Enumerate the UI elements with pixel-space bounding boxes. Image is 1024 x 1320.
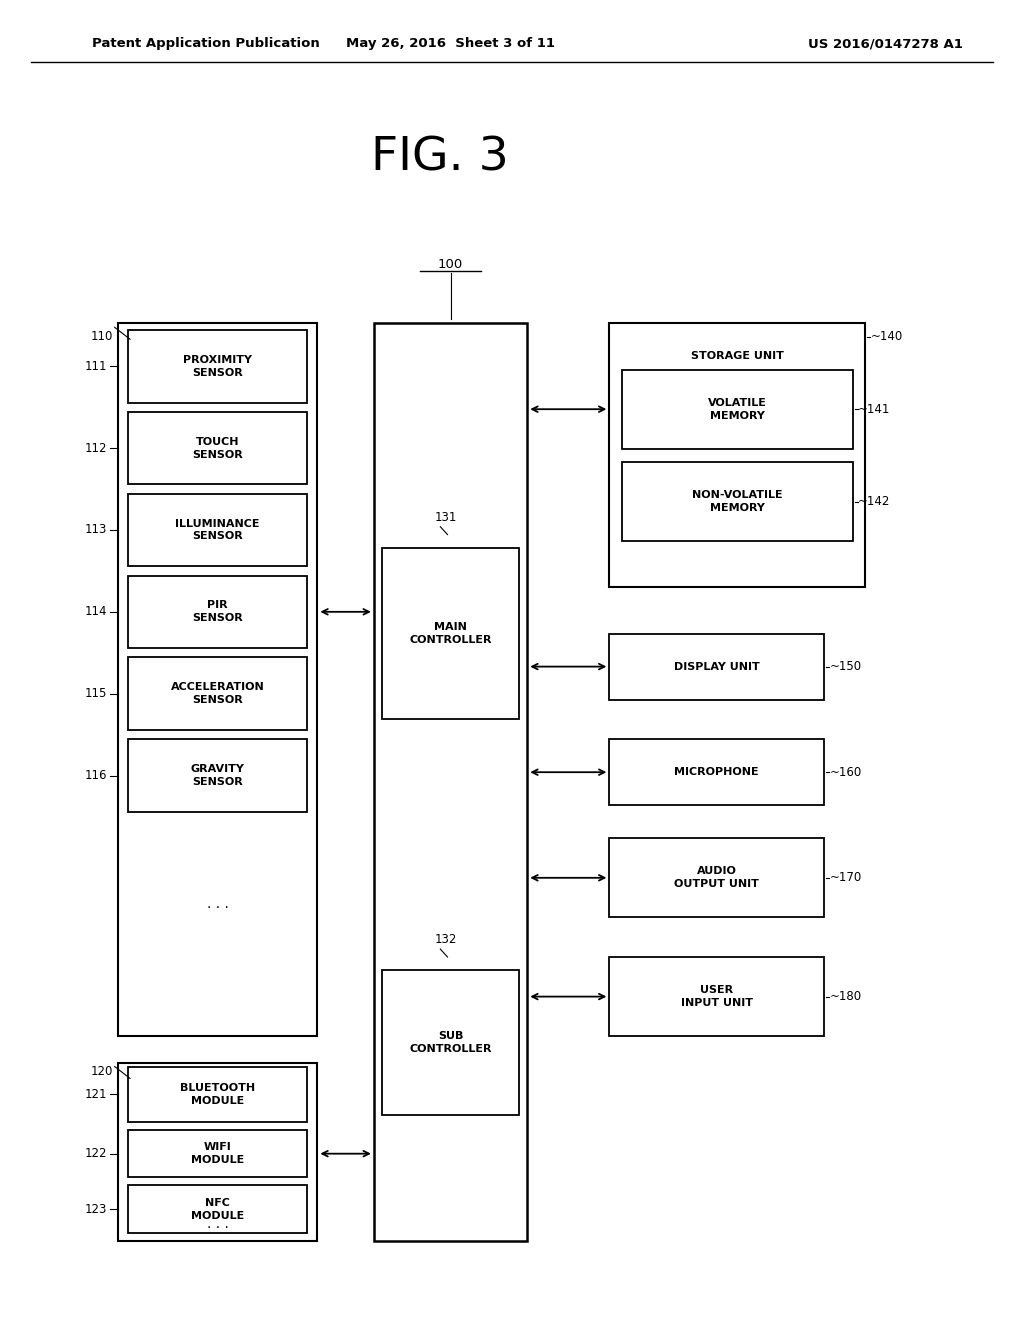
Text: NFC
MODULE: NFC MODULE (190, 1197, 245, 1221)
Bar (128, 1185, 307, 1233)
Bar (128, 412, 307, 484)
Text: 114: 114 (85, 606, 108, 618)
Text: 121: 121 (85, 1088, 108, 1101)
Text: . . .: . . . (207, 1217, 228, 1230)
Text: May 26, 2016  Sheet 3 of 11: May 26, 2016 Sheet 3 of 11 (346, 37, 555, 50)
Text: VOLATILE
MEMORY: VOLATILE MEMORY (708, 397, 767, 421)
Text: ILLUMINANCE
SENSOR: ILLUMINANCE SENSOR (175, 519, 260, 541)
Text: MAIN
CONTROLLER: MAIN CONTROLLER (410, 622, 492, 645)
Bar (382, 548, 519, 719)
Text: 112: 112 (85, 442, 108, 454)
Text: PROXIMITY
SENSOR: PROXIMITY SENSOR (183, 355, 252, 378)
Text: WIFI
MODULE: WIFI MODULE (190, 1142, 245, 1166)
Bar (374, 323, 527, 1241)
Text: USER
INPUT UNIT: USER INPUT UNIT (681, 985, 753, 1008)
Bar (609, 739, 824, 805)
Bar (609, 838, 824, 917)
Bar (128, 739, 307, 812)
Text: AUDIO
OUTPUT UNIT: AUDIO OUTPUT UNIT (675, 866, 759, 890)
Text: ~160: ~160 (829, 766, 861, 779)
Text: 132: 132 (434, 933, 457, 946)
Bar (118, 1063, 317, 1241)
Bar (609, 323, 865, 587)
Text: Patent Application Publication: Patent Application Publication (92, 37, 319, 50)
Text: ~150: ~150 (829, 660, 861, 673)
Text: ACCELERATION
SENSOR: ACCELERATION SENSOR (171, 682, 264, 705)
Bar (128, 576, 307, 648)
Bar (128, 494, 307, 566)
Text: US 2016/0147278 A1: US 2016/0147278 A1 (808, 37, 963, 50)
Text: 116: 116 (85, 770, 108, 781)
Bar (622, 370, 853, 449)
Text: TOUCH
SENSOR: TOUCH SENSOR (193, 437, 243, 459)
Bar (382, 970, 519, 1115)
Bar (118, 323, 317, 1036)
Text: ~142: ~142 (858, 495, 891, 508)
Text: 131: 131 (434, 511, 457, 524)
Bar (609, 634, 824, 700)
Text: 123: 123 (85, 1203, 108, 1216)
Text: NON-VOLATILE
MEMORY: NON-VOLATILE MEMORY (692, 490, 782, 513)
Text: FIG. 3: FIG. 3 (372, 136, 509, 181)
Bar (622, 462, 853, 541)
Text: ~141: ~141 (858, 403, 891, 416)
Text: 115: 115 (85, 688, 108, 700)
Text: DISPLAY UNIT: DISPLAY UNIT (674, 661, 760, 672)
Bar (128, 657, 307, 730)
Text: GRAVITY
SENSOR: GRAVITY SENSOR (190, 764, 245, 787)
Text: ~170: ~170 (829, 871, 861, 884)
Bar (128, 1067, 307, 1122)
Text: 110: 110 (90, 330, 113, 343)
Text: 120: 120 (90, 1065, 113, 1078)
Text: ~140: ~140 (870, 330, 902, 343)
Text: . . .: . . . (207, 898, 228, 911)
Text: SUB
CONTROLLER: SUB CONTROLLER (410, 1031, 492, 1055)
Text: BLUETOOTH
MODULE: BLUETOOTH MODULE (180, 1082, 255, 1106)
Bar (128, 330, 307, 403)
Text: 111: 111 (85, 360, 108, 372)
Text: ~180: ~180 (829, 990, 861, 1003)
Text: 100: 100 (438, 257, 463, 271)
Bar (609, 957, 824, 1036)
Text: PIR
SENSOR: PIR SENSOR (193, 601, 243, 623)
Text: 122: 122 (85, 1147, 108, 1160)
Text: MICROPHONE: MICROPHONE (675, 767, 759, 777)
Bar (128, 1130, 307, 1177)
Text: STORAGE UNIT: STORAGE UNIT (691, 351, 783, 362)
Text: 113: 113 (85, 524, 108, 536)
